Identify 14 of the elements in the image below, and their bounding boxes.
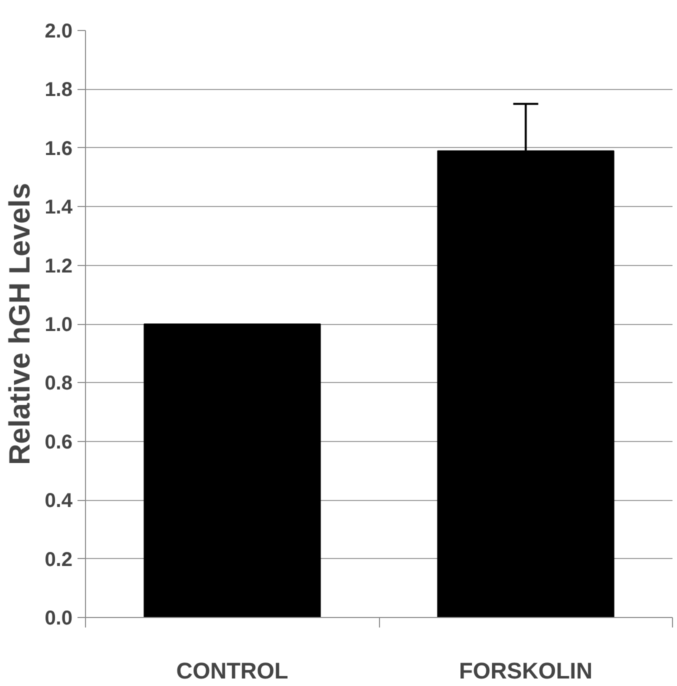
y-tick-label: 1.8 [44,79,73,102]
y-tick-label: 1.2 [44,255,73,278]
y-tick-label: 0.0 [44,608,73,630]
y-tick-label: 0.4 [44,490,74,512]
y-tick-label: 1.6 [44,138,73,160]
y-tick-label: 1.4 [44,196,74,219]
y-tick-label: 0.8 [44,372,73,395]
y-tick-label: 0.6 [44,431,73,454]
y-tick-label: 1.0 [44,314,73,336]
y-tick-label: 2.0 [44,20,73,42]
x-tick-label: FORSKOLIN [459,658,592,684]
y-axis-title: Relative hGH Levels [4,183,37,465]
y-tick-label: 0.2 [44,548,73,571]
x-tick-label: CONTROL [176,658,288,684]
